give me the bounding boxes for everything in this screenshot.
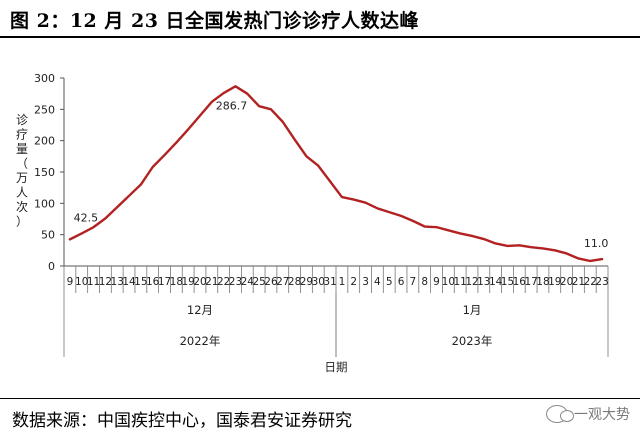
x-tick-label: 26 (264, 276, 278, 288)
source-rule (0, 398, 640, 399)
x-tick-label: 23 (595, 276, 608, 288)
y-axis-title: 诊疗量（万人次） (16, 113, 28, 229)
watermark-text: 一观大势 (574, 407, 630, 423)
watermark: 一观大势 (546, 404, 630, 424)
x-tick-label: 9 (67, 276, 74, 288)
data-label: 11.0 (584, 237, 609, 250)
y-tick-label: 250 (34, 103, 55, 116)
x-tick-label: 13 (477, 276, 490, 288)
x-tick-label: 17 (158, 276, 171, 288)
x-tick-label: 6 (398, 276, 405, 288)
x-tick-label: 9 (433, 276, 440, 288)
x-tick-label: 12 (99, 276, 112, 288)
x-axis-title: 日期 (325, 360, 348, 374)
y-axis-title-char: 人 (16, 186, 28, 200)
source-note: 数据来源：中国疾控中心，国泰君安证券研究 (12, 411, 352, 431)
y-axis-title-char: （ (16, 157, 28, 171)
y-axis-title-char: 次 (16, 200, 28, 214)
figure-title: 图 2：12 月 23 日全国发热门诊诊疗人数达峰 (10, 10, 420, 32)
x-tick-label: 11 (453, 276, 466, 288)
y-axis-title-char: ） (16, 215, 28, 229)
year-label: 2023年 (452, 334, 493, 348)
y-tick-label: 150 (34, 166, 55, 179)
x-tick-label: 20 (560, 276, 573, 288)
x-tick-label: 15 (134, 276, 147, 288)
x-tick-label: 19 (548, 276, 561, 288)
data-label: 42.5 (74, 211, 99, 224)
y-axis: 0 50 100 150 200 250 300 诊疗量（万人次） (16, 72, 65, 273)
x-tick-label: 29 (300, 276, 313, 288)
x-tick-label: 10 (442, 276, 455, 288)
title-rule (0, 36, 640, 38)
series-layer (68, 85, 604, 263)
y-axis-title-char: 万 (16, 171, 28, 185)
y-axis-title-char: 诊 (16, 113, 28, 127)
x-tick-label: 11 (87, 276, 100, 288)
x-tick-label: 18 (536, 276, 549, 288)
y-tick-label: 300 (34, 72, 55, 85)
x-tick-label: 16 (513, 276, 527, 288)
month-label: 12月 (187, 303, 213, 317)
x-tick-label: 25 (252, 276, 265, 288)
data-label: 286.7 (216, 99, 248, 112)
x-tick-label: 21 (572, 276, 585, 288)
x-tick-label: 2 (350, 276, 357, 288)
x-tick-label: 27 (276, 276, 289, 288)
wechat-icon (546, 405, 574, 423)
x-tick-label: 5 (386, 276, 393, 288)
x-tick-label: 17 (524, 276, 537, 288)
x-tick-label: 7 (410, 276, 417, 288)
x-tick-label: 20 (193, 276, 206, 288)
x-tick-label: 22 (584, 276, 597, 288)
x-tick-label: 10 (75, 276, 88, 288)
y-tick-label: 100 (34, 197, 55, 210)
series-line (68, 85, 604, 263)
year-label: 2022年 (180, 334, 221, 348)
x-tick-label: 12 (465, 276, 478, 288)
x-tick-label: 13 (111, 276, 124, 288)
x-tick-label: 21 (205, 276, 218, 288)
month-label: 1月 (463, 303, 482, 317)
x-tick-label: 23 (229, 276, 242, 288)
x-tick-label: 3 (362, 276, 369, 288)
x-tick-label: 14 (489, 276, 503, 288)
x-tick-label: 8 (421, 276, 428, 288)
x-tick-label: 14 (122, 276, 136, 288)
y-tick-label: 200 (34, 135, 55, 148)
x-tick-label: 18 (170, 276, 183, 288)
y-axis-title-char: 疗 (16, 128, 28, 142)
x-tick-label: 19 (181, 276, 194, 288)
x-tick-label: 1 (339, 276, 346, 288)
x-tick-label: 22 (217, 276, 230, 288)
x-axis: 9 101112131415161718192021222324252627282… (63, 265, 609, 374)
x-tick-label: 30 (312, 276, 325, 288)
y-axis-title-char: 量 (16, 142, 28, 156)
y-tick-label: 50 (41, 229, 55, 242)
x-tick-label: 16 (146, 276, 160, 288)
x-tick-label: 4 (374, 276, 381, 288)
x-tick-label: 28 (288, 276, 301, 288)
x-tick-label: 24 (241, 276, 255, 288)
annotation-layer: 42.5 286.7 11.0 (74, 99, 609, 250)
x-tick-label: 15 (501, 276, 514, 288)
y-tick-label: 0 (48, 260, 55, 273)
x-tick-label: 31 (323, 276, 336, 288)
